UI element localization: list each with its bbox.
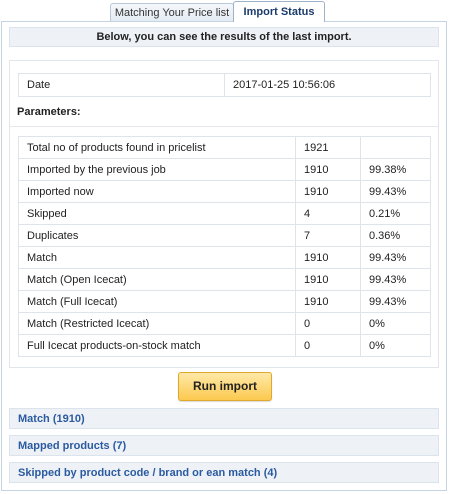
row-count: 1910 — [295, 290, 361, 313]
row-label: Duplicates — [18, 224, 296, 247]
table-row: Skipped 4 0.21% — [18, 202, 431, 225]
run-import-button[interactable]: Run import — [178, 372, 272, 401]
results-container — [9, 60, 439, 368]
row-count: 1910 — [295, 246, 361, 269]
row-percent: 0% — [360, 312, 431, 335]
table-row: Match (Full Icecat) 1910 99.43% — [18, 290, 431, 313]
parameters-table: Total no of products found in pricelist … — [18, 136, 431, 357]
row-count: 1910 — [295, 180, 361, 203]
table-row: Imported by the previous job 1910 99.38% — [18, 158, 431, 181]
row-label: Total no of products found in pricelist — [18, 136, 296, 159]
row-label: Skipped — [18, 202, 296, 225]
row-count: 7 — [295, 224, 361, 247]
row-count: 1921 — [295, 136, 361, 159]
row-label: Imported by the previous job — [18, 158, 296, 181]
row-percent: 99.43% — [360, 180, 431, 203]
row-label: Imported now — [18, 180, 296, 203]
row-count: 1910 — [295, 158, 361, 181]
table-row: Full Icecat products-on-stock match 0 0% — [18, 334, 431, 357]
row-percent: 0% — [360, 334, 431, 357]
row-label: Match — [18, 246, 296, 269]
results-header: Below, you can see the results of the la… — [9, 27, 439, 47]
row-count: 0 — [295, 312, 361, 335]
divider — [10, 126, 438, 127]
date-value: 2017-01-25 10:56:06 — [224, 73, 431, 97]
accordion-mapped-products[interactable]: Mapped products (7) — [9, 435, 439, 456]
tab-import-status[interactable]: Import Status — [233, 1, 325, 22]
row-percent: 99.43% — [360, 246, 431, 269]
row-percent: 0.21% — [360, 202, 431, 225]
row-label: Full Icecat products-on-stock match — [18, 334, 296, 357]
row-count: 1910 — [295, 268, 361, 291]
date-row: Date 2017-01-25 10:56:06 — [18, 73, 431, 97]
tab-matching-price-list[interactable]: Matching Your Price list — [110, 3, 234, 21]
table-row: Duplicates 7 0.36% — [18, 224, 431, 247]
accordion-skipped[interactable]: Skipped by product code / brand or ean m… — [9, 462, 439, 483]
tab-bar: Matching Your Price list Import Status — [0, 0, 450, 22]
row-count: 0 — [295, 334, 361, 357]
accordion-match[interactable]: Match (1910) — [9, 408, 439, 429]
date-table: Date 2017-01-25 10:56:06 — [18, 73, 431, 97]
table-row: Match (Restricted Icecat) 0 0% — [18, 312, 431, 335]
table-row: Imported now 1910 99.43% — [18, 180, 431, 203]
parameters-title: Parameters: — [17, 106, 81, 118]
row-percent: 0.36% — [360, 224, 431, 247]
table-row: Match (Open Icecat) 1910 99.43% — [18, 268, 431, 291]
row-label: Match (Open Icecat) — [18, 268, 296, 291]
table-row: Total no of products found in pricelist … — [18, 136, 431, 159]
row-percent: 99.43% — [360, 290, 431, 313]
table-row: Match 1910 99.43% — [18, 246, 431, 269]
row-label: Match (Restricted Icecat) — [18, 312, 296, 335]
row-percent — [360, 136, 431, 159]
row-percent: 99.38% — [360, 158, 431, 181]
date-label: Date — [18, 73, 225, 97]
row-percent: 99.43% — [360, 268, 431, 291]
row-count: 4 — [295, 202, 361, 225]
row-label: Match (Full Icecat) — [18, 290, 296, 313]
